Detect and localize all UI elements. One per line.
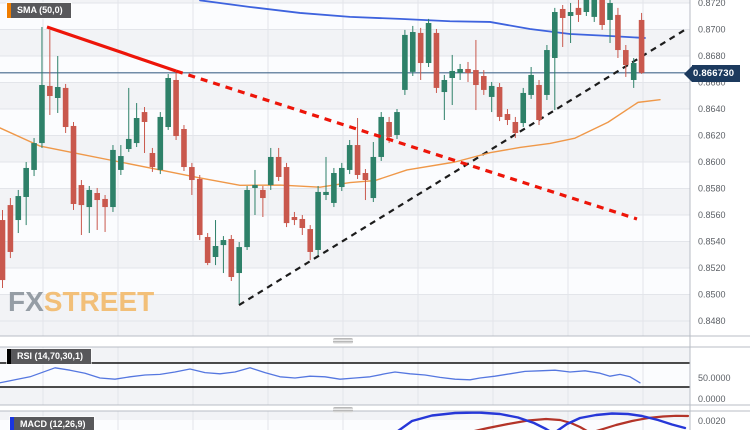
rsi-color-bar	[7, 349, 11, 364]
descending-trendline-solid	[46, 25, 177, 73]
svg-text:0.8720: 0.8720	[698, 0, 726, 8]
svg-text:0.8620: 0.8620	[698, 131, 726, 141]
price-axis[interactable]: 0.8720 0.8700 0.8680 0.8660 0.8640 0.8620 0.86…	[698, 0, 731, 426]
macd-color-bar	[10, 417, 14, 430]
macd-label-text: MACD (12,26,9)	[14, 417, 94, 430]
panel-resize-handle-top[interactable]	[333, 338, 353, 344]
svg-text:0.8520: 0.8520	[698, 263, 726, 273]
watermark-fx: FX	[8, 286, 44, 317]
svg-text:0.8700: 0.8700	[698, 25, 726, 35]
sma-indicator-label[interactable]: SMA (50,0)	[7, 3, 71, 18]
svg-text:0.8480: 0.8480	[698, 316, 726, 326]
svg-text:0.8540: 0.8540	[698, 237, 726, 247]
macd-indicator-label[interactable]: MACD (12,26,9)	[10, 417, 94, 430]
fxstreet-watermark: FXSTREET	[8, 288, 154, 316]
svg-text:0.8680: 0.8680	[698, 51, 726, 61]
rsi-indicator-label[interactable]: RSI (14,70,30,1)	[7, 349, 92, 364]
current-price-value: 0.866730	[692, 65, 741, 82]
panel-resize-handle-bottom[interactable]	[333, 407, 353, 413]
main-price-panel	[0, 0, 690, 336]
svg-text:0.8500: 0.8500	[698, 290, 726, 300]
macd-panel	[0, 411, 690, 430]
macd-signal-line	[473, 414, 690, 430]
svg-text:50.0000: 50.0000	[698, 373, 731, 383]
svg-text:0.0000: 0.0000	[698, 394, 726, 404]
rsi-line	[0, 367, 641, 384]
svg-text:0.8600: 0.8600	[698, 157, 726, 167]
descending-trendline-dashed	[175, 69, 638, 221]
rsi-panel	[0, 347, 690, 405]
badge-arrow-icon	[684, 65, 692, 82]
candles	[0, 0, 645, 305]
svg-text:0.8580: 0.8580	[698, 184, 726, 194]
rsi-label-text: RSI (14,70,30,1)	[11, 349, 92, 364]
sma-label-text: SMA (50,0)	[11, 3, 71, 18]
sma-blue-line	[199, 0, 646, 39]
current-price-badge: 0.866730	[684, 65, 741, 82]
svg-text:0.0020: 0.0020	[698, 416, 726, 426]
svg-text:0.8560: 0.8560	[698, 210, 726, 220]
sma-color-bar	[7, 3, 11, 18]
watermark-street: STREET	[43, 286, 155, 317]
svg-text:0.8640: 0.8640	[698, 104, 726, 114]
sma50-line	[0, 99, 661, 188]
svg-text:0.8660: 0.8660	[698, 78, 726, 88]
macd-line	[397, 411, 687, 430]
